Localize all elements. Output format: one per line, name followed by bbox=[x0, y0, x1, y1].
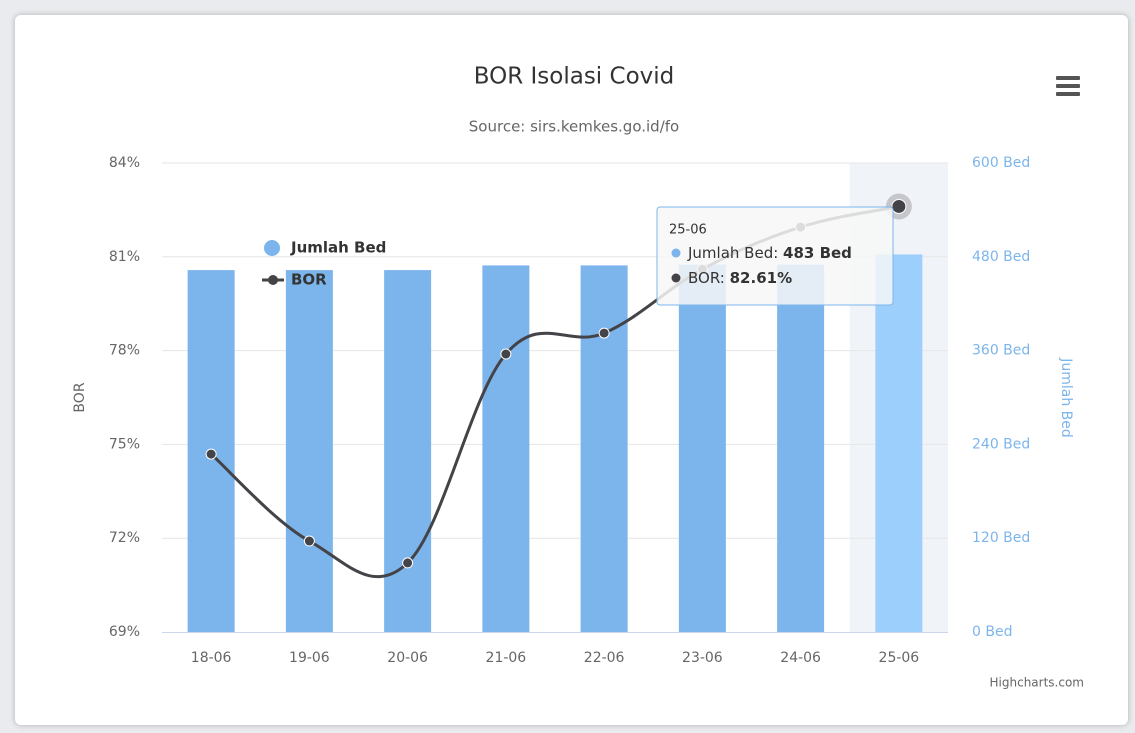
bar bbox=[777, 264, 825, 632]
marker bbox=[205, 448, 217, 460]
legend-symbol bbox=[264, 240, 280, 256]
y2-tick-label: 360 Bed bbox=[972, 343, 1030, 359]
x-tick-label: 24-06 bbox=[780, 650, 821, 666]
y2-tick-label: 480 Bed bbox=[972, 249, 1030, 265]
x-tick-label: 21-06 bbox=[486, 650, 527, 666]
tooltip-row: Jumlah Bed: 483 Bed bbox=[687, 244, 852, 262]
marker bbox=[402, 557, 414, 569]
bar bbox=[580, 265, 628, 632]
chart-subtitle: Source: sirs.kemkes.go.id/fo bbox=[469, 118, 679, 136]
y2-tick-label: 600 Bed bbox=[972, 155, 1030, 171]
menu-bar[interactable] bbox=[1056, 92, 1080, 96]
tooltip-series-name: BOR bbox=[688, 269, 720, 287]
tooltip-row: BOR: 82.61% bbox=[688, 269, 792, 287]
menu-button[interactable] bbox=[1055, 72, 1081, 100]
marker bbox=[500, 348, 512, 360]
marker bbox=[303, 535, 315, 547]
tooltip-symbol bbox=[671, 248, 681, 258]
x-tick-label: 20-06 bbox=[387, 650, 428, 666]
y2-axis-title: Jumlah Bed bbox=[1058, 357, 1074, 438]
legend-symbol bbox=[268, 275, 278, 285]
tooltip-separator: : bbox=[773, 244, 783, 262]
legend-label: Jumlah Bed bbox=[290, 239, 386, 257]
y-tick-label: 84% bbox=[109, 155, 140, 171]
tooltip-symbol bbox=[671, 273, 681, 283]
x-tick-label: 23-06 bbox=[682, 650, 723, 666]
bar bbox=[285, 270, 333, 632]
menu-bar[interactable] bbox=[1056, 76, 1080, 80]
credits: Highcharts.com bbox=[990, 676, 1084, 690]
menu-bar[interactable] bbox=[1056, 84, 1080, 88]
tooltip-value: 483 Bed bbox=[783, 244, 852, 262]
y-tick-label: 72% bbox=[109, 530, 140, 546]
tooltip: 25-06 Jumlah Bed: 483 Bed BOR: 82.61% bbox=[656, 206, 894, 306]
bar bbox=[384, 270, 432, 632]
tooltip-separator: : bbox=[720, 269, 730, 287]
y2-tick-label: 240 Bed bbox=[972, 436, 1030, 452]
y2-tick-label: 0 Bed bbox=[972, 624, 1012, 640]
x-tick-label: 25-06 bbox=[879, 650, 920, 666]
y-tick-label: 75% bbox=[109, 436, 140, 452]
marker bbox=[891, 198, 907, 214]
y-tick-label: 69% bbox=[109, 624, 140, 640]
tooltip-series-name: Jumlah Bed bbox=[687, 244, 773, 262]
y-tick-label: 81% bbox=[109, 249, 140, 265]
marker bbox=[598, 327, 610, 339]
x-tick-label: 18-06 bbox=[191, 650, 232, 666]
tooltip-value: 82.61% bbox=[730, 269, 792, 287]
bar bbox=[482, 265, 530, 632]
chart-title: BOR Isolasi Covid bbox=[474, 64, 675, 90]
tooltip-header: 25-06 bbox=[669, 223, 707, 238]
y2-tick-label: 120 Bed bbox=[972, 530, 1030, 546]
x-tick-label: 19-06 bbox=[289, 650, 330, 666]
legend-label: BOR bbox=[291, 271, 327, 289]
tooltip-box bbox=[656, 206, 894, 306]
bar bbox=[678, 264, 726, 632]
y-axis-title: BOR bbox=[72, 382, 88, 412]
x-tick-label: 22-06 bbox=[584, 650, 625, 666]
y-tick-label: 78% bbox=[109, 343, 140, 359]
bar bbox=[875, 254, 923, 632]
